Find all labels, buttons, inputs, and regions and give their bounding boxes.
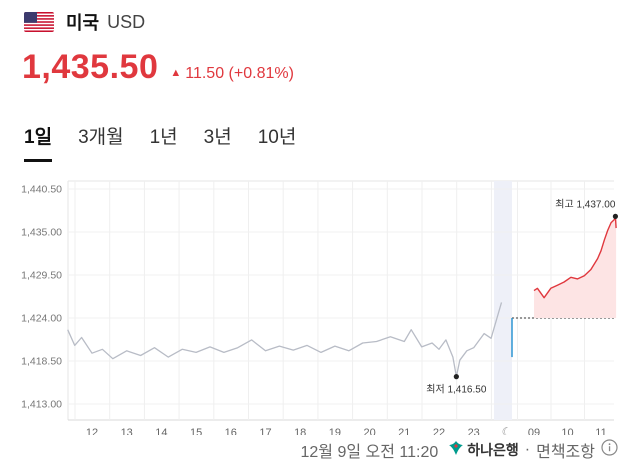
night-band: [494, 181, 512, 420]
today-series-line: [533, 215, 617, 299]
x-tick-label: 15: [190, 427, 202, 435]
tab-3years[interactable]: 3년: [203, 127, 232, 148]
moon-icon: ☾: [502, 425, 513, 435]
up-triangle-icon: ▲: [170, 67, 182, 79]
y-axis-ticks: 1,440.50 1,435.00 1,429.50 1,424.00 1,418.50…: [21, 184, 62, 411]
high-label: 최고 1,437.00: [555, 198, 616, 210]
x-tick-label: 20: [363, 427, 375, 435]
y-tick-label: 1,429.50: [21, 270, 62, 282]
tab-1day[interactable]: 1일: [24, 122, 53, 162]
x-tick-label: 21: [398, 427, 410, 435]
update-time: 12월 9일 오전 11:20: [300, 444, 439, 461]
x-tick-label: 14: [155, 427, 167, 435]
price-row: 1,435.50 ▲ 11.50 (+0.81%): [22, 48, 294, 87]
y-tick-label: 1,440.50: [21, 184, 62, 196]
x-tick-label: 10: [561, 427, 573, 435]
y-tick-label: 1,418.50: [21, 356, 62, 368]
x-tick-label: 17: [259, 427, 271, 435]
today-series-area: [534, 216, 617, 318]
footer: 12월 9일 오전 11:20 하나은행 · 면책조항: [300, 438, 618, 462]
separator: ·: [524, 441, 531, 458]
y-tick-label: 1,435.00: [21, 227, 62, 239]
chart-grid: [67, 180, 614, 421]
exchange-rate-chart[interactable]: 1,440.50 1,435.00 1,429.50 1,424.00 1,418.50…: [0, 170, 640, 439]
bank-name: 하나은행: [467, 442, 519, 458]
x-axis-ticks: 12 13 14 15 16 17 18 19 20 21 22 23 09 10 11 ☾: [86, 425, 607, 439]
x-tick-label: 12: [86, 427, 98, 435]
y-tick-label: 1,413.00: [21, 399, 62, 411]
previous-series-line: [67, 302, 503, 378]
hana-bank-logo-icon: [448, 440, 464, 461]
tab-1year[interactable]: 1년: [149, 127, 178, 148]
current-rate: 1,435.50: [22, 48, 159, 86]
low-point: [453, 374, 459, 380]
tab-3months[interactable]: 3개월: [78, 127, 124, 148]
disclaimer-link[interactable]: 면책조항: [536, 444, 595, 461]
x-tick-label: 11: [595, 427, 606, 435]
x-tick-label: 16: [225, 427, 237, 435]
x-tick-label: 09: [528, 427, 540, 435]
period-tabs: 1일 3개월 1년 3년 10년: [24, 122, 322, 162]
x-tick-label: 13: [121, 427, 133, 435]
x-tick-label: 18: [294, 427, 306, 435]
currency-name: 미국: [66, 13, 100, 33]
rate-change: ▲ 11.50 (+0.81%): [170, 65, 294, 83]
currency-code: USD: [107, 11, 146, 32]
chart-marks: 최고 1,437.00 최저 1,416.50: [67, 198, 619, 396]
chart-svg: 1,440.50 1,435.00 1,429.50 1,424.00 1,418.50…: [21, 180, 619, 439]
high-point: [612, 213, 619, 219]
tab-10years[interactable]: 10년: [257, 127, 297, 148]
currency-header: 미국 USD: [24, 10, 145, 34]
low-label: 최저 1,416.50: [426, 384, 487, 396]
info-circle-icon[interactable]: [601, 439, 618, 461]
y-tick-label: 1,424.00: [21, 313, 62, 325]
x-tick-label: 22: [433, 427, 445, 435]
us-flag-icon: [24, 12, 54, 32]
x-tick-label: 23: [468, 427, 480, 435]
x-tick-label: 19: [329, 427, 341, 435]
rate-change-value: 11.50 (+0.81%): [185, 65, 294, 82]
